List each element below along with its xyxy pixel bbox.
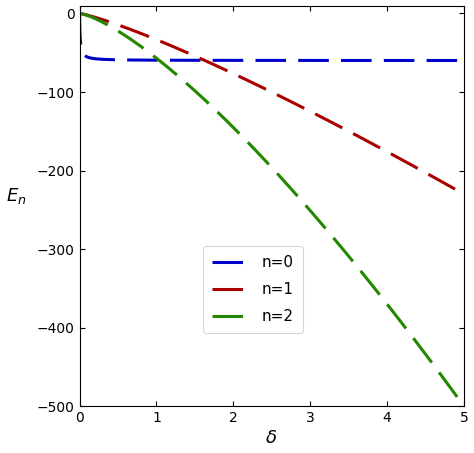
n=0 (461, 58, 467, 63)
n=0 (77, 11, 82, 17)
n=2 (393, 313, 399, 318)
n=1 (77, 11, 82, 16)
n=2 (461, 404, 467, 409)
n=2 (146, 50, 152, 55)
n=1 (146, 34, 152, 39)
n=2 (327, 231, 332, 236)
n=0 (327, 58, 332, 63)
n=1 (364, 138, 369, 143)
Line: n=0: n=0 (80, 14, 464, 61)
n=0 (393, 58, 399, 63)
n=0 (224, 58, 229, 63)
n=2 (364, 275, 369, 281)
n=1 (393, 154, 399, 159)
n=0 (364, 58, 369, 63)
Y-axis label: $E_n$: $E_n$ (6, 186, 26, 206)
n=2 (224, 118, 229, 123)
Line: n=1: n=1 (80, 14, 464, 194)
n=0 (307, 58, 313, 63)
n=2 (77, 11, 82, 16)
Legend: n=0, n=1, n=2: n=0, n=1, n=2 (202, 246, 303, 333)
n=0 (146, 58, 152, 63)
n=1 (327, 119, 332, 124)
X-axis label: δ: δ (266, 429, 277, 448)
n=1 (461, 192, 467, 197)
n=2 (307, 208, 313, 213)
n=1 (224, 67, 229, 73)
Line: n=2: n=2 (80, 14, 464, 406)
n=1 (307, 109, 313, 114)
